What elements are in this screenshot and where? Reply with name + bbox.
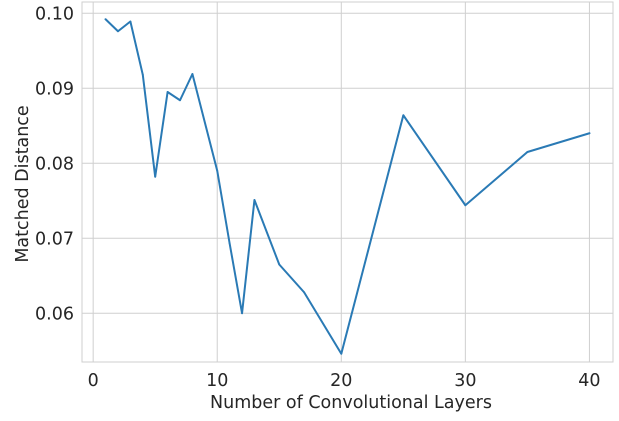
x-tick-label: 40 — [578, 371, 600, 391]
data-point — [117, 30, 119, 33]
data-point — [241, 312, 243, 315]
data-point — [402, 114, 405, 117]
y-tick-label: 0.09 — [35, 79, 74, 99]
x-tick-label: 20 — [330, 371, 352, 391]
data-point — [588, 132, 591, 135]
y-axis-label: Matched Distance — [13, 105, 33, 262]
data-point — [340, 352, 343, 355]
data-point — [228, 242, 231, 245]
x-tick-label: 30 — [454, 371, 476, 391]
plot-border — [81, 1, 614, 363]
data-point — [216, 169, 219, 172]
data-point — [154, 175, 157, 178]
y-tick-label: 0.08 — [35, 154, 74, 174]
series-layer — [104, 18, 591, 355]
series-line — [104, 18, 591, 355]
plot-frame — [81, 1, 614, 363]
x-tick-label: 0 — [88, 371, 99, 391]
data-point — [141, 73, 144, 76]
data-point — [166, 91, 169, 93]
tick-labels: 0 10 20 30 40 0.06 0.07 0.08 0.09 0.10 — [35, 4, 601, 391]
data-point — [526, 151, 529, 153]
data-point — [303, 291, 305, 294]
y-tick-label: 0.07 — [35, 229, 74, 249]
data-point — [129, 20, 132, 23]
data-point — [278, 263, 281, 266]
x-tick-label: 10 — [206, 371, 228, 391]
data-point — [104, 18, 107, 21]
data-point — [253, 199, 256, 201]
grid — [82, 2, 613, 362]
data-point — [464, 204, 467, 207]
y-tick-label: 0.10 — [35, 4, 74, 24]
data-point — [191, 73, 194, 75]
x-axis-label: Number of Convolutional Layers — [210, 393, 492, 413]
data-point — [179, 99, 181, 102]
y-tick-label: 0.06 — [35, 304, 74, 324]
